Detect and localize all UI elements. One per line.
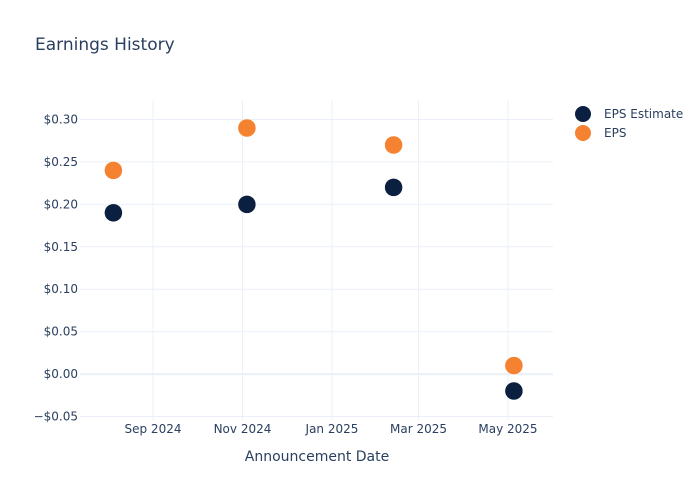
legend-marker [575,125,591,141]
eps-estimate-point [237,195,257,214]
series-eps [104,118,524,375]
y-tick-label: $0.05 [44,325,78,339]
grid-layer [80,100,553,420]
x-tick-label: Sep 2024 [125,422,182,436]
legend-label: EPS Estimate [604,107,683,121]
x-axis-title: Announcement Date [245,449,389,465]
y-tick-label: $0.25 [44,155,78,169]
y-tick-label: $0.00 [44,367,78,381]
series-eps-estimate [104,178,524,401]
eps-point [237,118,257,138]
x-tick-label: May 2025 [478,422,537,436]
y-tick-label: −$0.05 [34,410,78,424]
eps-estimate-point [504,381,524,401]
y-tick-label: $0.20 [44,197,78,211]
x-tick-label: Nov 2024 [214,422,272,436]
y-axis-ticks: −$0.05 $0.00 $0.05 $0.10 $0.15 $0.20 $0.25 $0.3… [34,113,78,424]
data-points [104,118,524,401]
legend-label: EPS [604,126,626,140]
y-tick-label: $0.10 [44,282,78,296]
x-axis-ticks: Sep 2024 Nov 2024 Jan 2025 Mar 2025 May 2025 [125,422,538,436]
y-tick-label: $0.30 [44,113,78,127]
y-tick-label: $0.15 [44,240,78,254]
eps-point [504,356,524,375]
chart-title: Earnings History [35,35,175,55]
x-tick-label: Jan 2025 [305,422,359,436]
x-tick-label: Mar 2025 [390,422,447,436]
eps-estimate-point [384,178,403,197]
legend-marker [575,106,591,122]
eps-point [104,161,123,180]
eps-point [384,135,403,155]
eps-estimate-point [104,203,123,223]
legend: EPS Estimate EPS [575,106,683,141]
